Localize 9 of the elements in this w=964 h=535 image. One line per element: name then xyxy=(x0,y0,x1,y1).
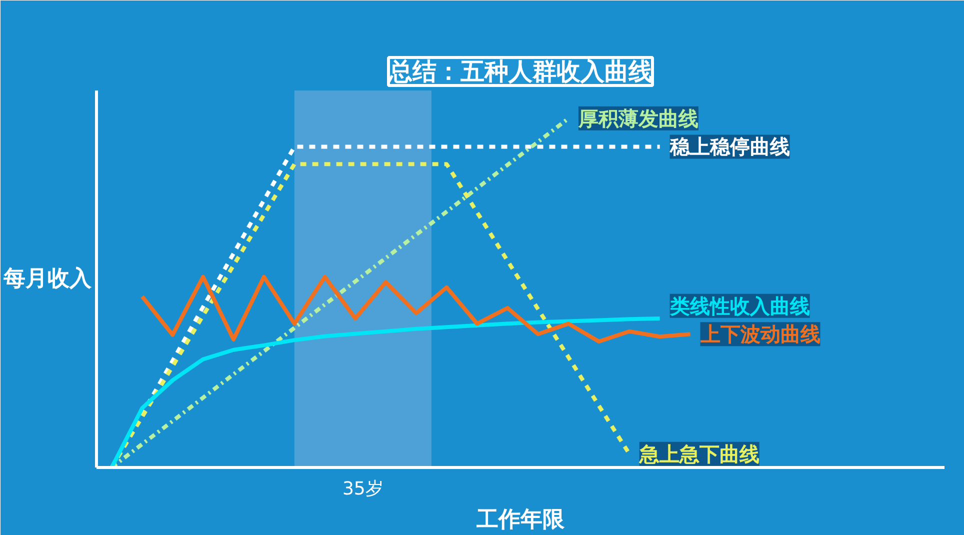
x-axis-title: 工作年限 xyxy=(476,508,566,532)
y-axis-title: 每月收入 xyxy=(2,266,92,292)
text: 35岁 xyxy=(342,478,384,500)
series-label: 上下波动曲线 xyxy=(699,322,820,346)
series-label: 类线性收入曲线 xyxy=(668,294,810,318)
series-label: 厚积薄发曲线 xyxy=(577,106,698,130)
chart-title: 总结：五种人群收入曲线 xyxy=(388,58,652,86)
series-label: 急上急下曲线 xyxy=(638,442,760,466)
series-label: 稳上稳停曲线 xyxy=(668,134,790,159)
